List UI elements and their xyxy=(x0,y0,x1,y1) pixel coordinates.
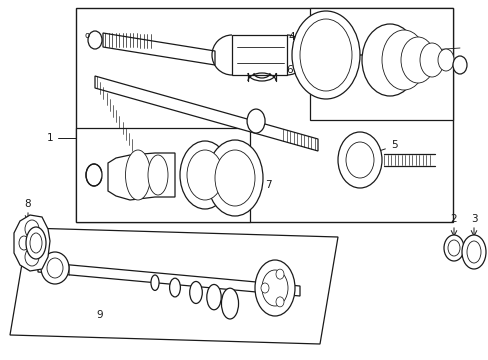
Ellipse shape xyxy=(466,241,480,263)
Ellipse shape xyxy=(169,278,180,297)
Ellipse shape xyxy=(215,150,254,206)
Ellipse shape xyxy=(125,150,150,200)
Text: 4: 4 xyxy=(288,32,295,42)
Ellipse shape xyxy=(151,275,159,291)
Ellipse shape xyxy=(381,30,425,90)
Polygon shape xyxy=(103,33,215,65)
Ellipse shape xyxy=(291,11,359,99)
Ellipse shape xyxy=(189,282,202,303)
Ellipse shape xyxy=(47,258,63,278)
Ellipse shape xyxy=(443,235,463,261)
Text: o: o xyxy=(84,31,89,40)
Ellipse shape xyxy=(400,37,434,83)
Text: 5: 5 xyxy=(391,140,398,150)
Ellipse shape xyxy=(346,142,373,178)
Ellipse shape xyxy=(206,140,263,216)
Text: 9: 9 xyxy=(97,310,103,320)
Ellipse shape xyxy=(25,220,39,238)
Polygon shape xyxy=(95,76,317,151)
Ellipse shape xyxy=(461,235,485,269)
Text: 2: 2 xyxy=(450,214,456,224)
Ellipse shape xyxy=(254,260,294,316)
Ellipse shape xyxy=(261,283,268,293)
Ellipse shape xyxy=(447,240,459,256)
Ellipse shape xyxy=(246,109,264,133)
Ellipse shape xyxy=(221,288,238,319)
Ellipse shape xyxy=(86,164,102,186)
Ellipse shape xyxy=(419,43,443,77)
Ellipse shape xyxy=(275,269,284,279)
Polygon shape xyxy=(10,228,337,344)
Ellipse shape xyxy=(452,56,466,74)
Polygon shape xyxy=(38,262,299,296)
Ellipse shape xyxy=(41,252,69,284)
Ellipse shape xyxy=(206,284,221,310)
Bar xyxy=(76,8,452,222)
Text: 6: 6 xyxy=(286,65,293,75)
Ellipse shape xyxy=(275,297,284,307)
Polygon shape xyxy=(14,215,50,271)
Text: 7: 7 xyxy=(264,180,271,190)
Ellipse shape xyxy=(25,248,39,266)
Ellipse shape xyxy=(30,233,42,253)
Ellipse shape xyxy=(262,270,287,306)
Ellipse shape xyxy=(88,31,102,49)
Polygon shape xyxy=(231,35,286,75)
Polygon shape xyxy=(108,153,175,200)
Ellipse shape xyxy=(361,24,417,96)
Bar xyxy=(309,8,452,120)
Ellipse shape xyxy=(19,236,29,250)
Ellipse shape xyxy=(437,49,453,71)
Ellipse shape xyxy=(186,150,223,200)
Ellipse shape xyxy=(180,141,229,209)
Ellipse shape xyxy=(148,155,168,195)
Ellipse shape xyxy=(337,132,381,188)
Text: 1: 1 xyxy=(46,133,53,143)
Ellipse shape xyxy=(26,227,46,259)
Text: 8: 8 xyxy=(24,199,31,209)
Text: 3: 3 xyxy=(470,214,476,224)
Ellipse shape xyxy=(299,19,351,91)
Bar xyxy=(76,128,249,222)
